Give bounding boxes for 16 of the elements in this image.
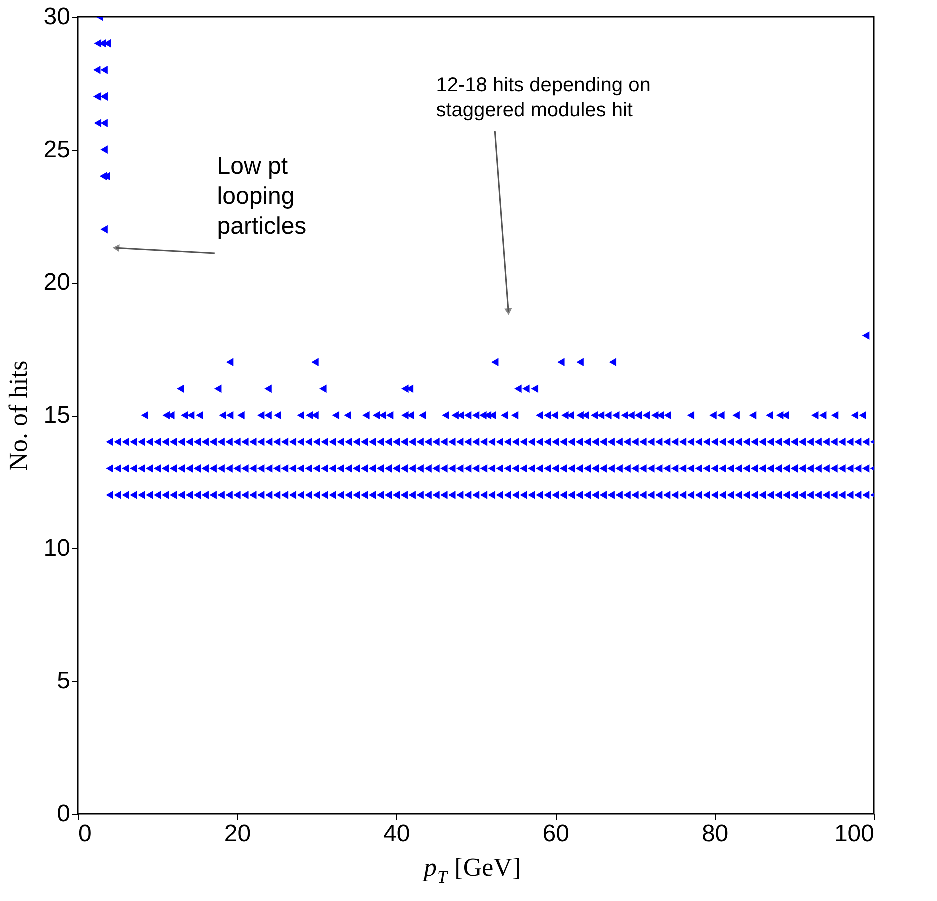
annotation: 12-18 hits depending on staggered modules hit: [436, 74, 651, 122]
y-tick-label: 30: [44, 4, 70, 30]
y-axis-title: No. of hits: [4, 360, 33, 472]
x-tick-label: 40: [384, 820, 410, 848]
x-tick-label: 80: [702, 820, 729, 848]
x-tick-label: 60: [542, 820, 570, 848]
x-tick-label: 100: [834, 820, 874, 848]
y-tick-label: 5: [57, 668, 70, 695]
y-tick-label: 15: [44, 402, 70, 429]
y-tick-label: 10: [44, 534, 70, 562]
x-tick-label: 20: [224, 820, 252, 848]
y-tick-label: 25: [44, 136, 70, 164]
y-tick-label: 20: [44, 269, 70, 296]
y-tick-label: 0: [57, 800, 70, 828]
annotation: Low pt looping particles: [217, 153, 307, 240]
x-tick-label: 0: [78, 820, 92, 848]
